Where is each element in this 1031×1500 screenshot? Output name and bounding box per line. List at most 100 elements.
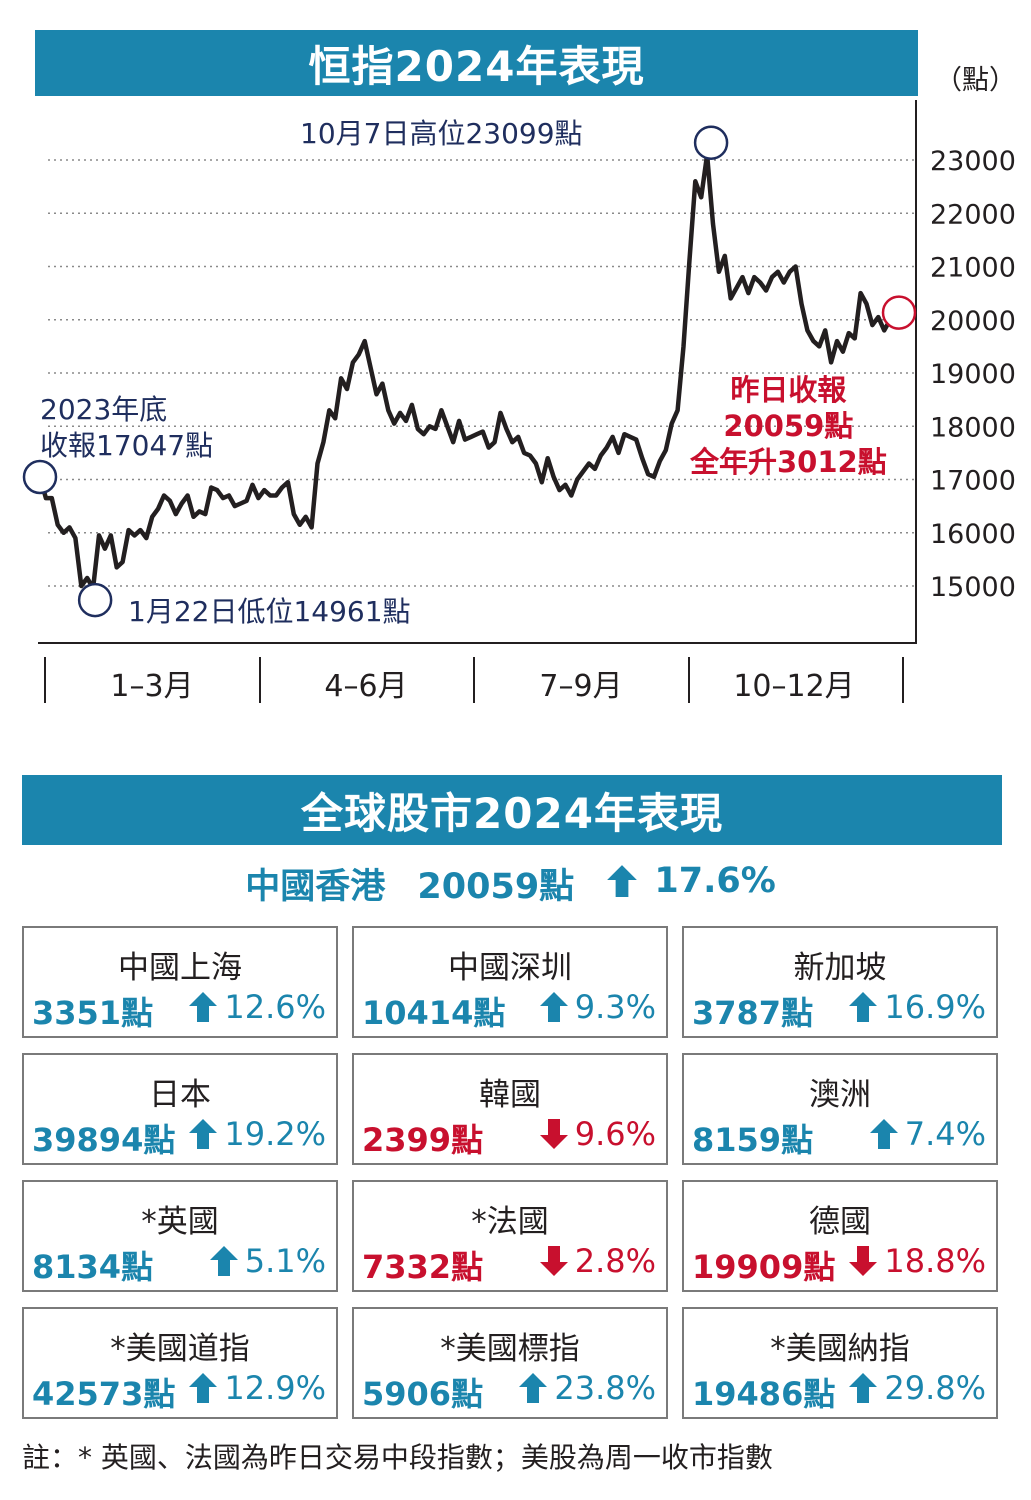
market-card: 韓國 2399點 9.6% [352,1053,668,1165]
market-card: 澳洲 8159點 7.4% [682,1053,998,1165]
market-change: 9.6% [539,1115,656,1153]
arrow-down-icon [539,1119,568,1149]
market-name: 日本 [149,1077,211,1113]
market-card: *英國 8134點 5.1% [22,1180,338,1292]
market-change-value: 12.9% [224,1369,326,1407]
arrow-up-icon [519,1373,548,1403]
market-value: 5906點 [362,1375,484,1413]
arrow-up-icon [849,992,878,1022]
hsi-line-chart: 15000 16000 17000 18000 19000 20000 21000 22000… [22,100,1016,704]
market-card: *法國 7332點 2.8% [352,1180,668,1292]
annotation-end-line3: 全年升3012點 [690,445,887,479]
market-name: *美國道指 [110,1331,250,1367]
annotation-start: 2023年底 收報17047點 [40,392,213,464]
annotation-low: 1月22日低位14961點 [128,595,411,628]
market-change: 23.8% [518,1369,656,1407]
arrow-down-icon [539,1246,568,1276]
y-tick-labels: 15000 16000 17000 18000 19000 20000 21000 22000… [930,146,1016,603]
market-value: 8159點 [692,1121,814,1159]
market-change-value: 5.1% [244,1242,326,1280]
market-card: *美國道指 42573點 12.9% [22,1307,338,1419]
arrow-up-icon [189,1119,218,1149]
market-value: 39894點 [32,1121,176,1159]
market-card: 日本 39894點 19.2% [22,1053,338,1165]
market-value: 8134點 [32,1248,154,1286]
y-tick-label: 18000 [930,412,1016,443]
high-marker [693,125,729,160]
y-tick-label: 15000 [930,572,1016,603]
market-change-value: 18.8% [884,1242,986,1280]
x-quarter-label: 7–9月 [539,669,622,704]
x-quarter-label: 4–6月 [324,669,407,704]
annotation-high: 10月7日高位23099點 [300,117,583,150]
annotation-end: 昨日收報 20059點 全年升3012點 [690,372,887,480]
market-value: 19486點 [692,1375,836,1413]
axes [38,100,917,703]
market-card: 新加坡 3787點 16.9% [682,926,998,1038]
market-value: 3351點 [32,994,154,1032]
arrow-up-icon [849,1373,878,1403]
market-change-value: 12.6% [224,988,326,1026]
market-name: *美國納指 [770,1331,910,1367]
y-tick-label: 21000 [930,253,1016,284]
market-value: 42573點 [32,1375,176,1413]
start-marker [22,459,58,495]
y-tick-label: 20000 [930,306,1016,337]
market-name: 德國 [809,1204,871,1240]
market-change: 9.3% [539,988,656,1026]
end-marker [881,295,917,330]
market-change-value: 9.6% [574,1115,656,1153]
gridlines [48,159,916,587]
market-change: 18.8% [848,1242,986,1280]
market-value: 10414點 [362,994,506,1032]
arrow-up-icon [539,992,568,1022]
point-markers [22,125,917,618]
hk-summary: 中國香港 20059點 17.6% [0,858,1031,909]
market-name: 中國上海 [118,950,242,986]
series-hsi [37,152,898,591]
market-change: 5.1% [209,1242,326,1280]
market-change: 2.8% [539,1242,656,1280]
hk-value: 20059點 [417,867,575,907]
hk-change-value: 17.6% [654,861,776,901]
market-card: *美國標指 5906點 23.8% [352,1307,668,1419]
annotation-start-line2: 收報17047點 [40,429,214,462]
market-change: 29.8% [848,1369,986,1407]
market-change-value: 19.2% [224,1115,326,1153]
market-change-value: 16.9% [884,988,986,1026]
y-tick-label: 16000 [930,519,1016,550]
market-change: 12.6% [188,988,326,1026]
y-tick-label: 17000 [930,466,1016,497]
market-name: 韓國 [479,1077,541,1113]
arrow-up-icon [189,1373,218,1403]
low-marker [77,582,113,618]
annotation-start-line1: 2023年底 [40,393,168,426]
market-change-value: 29.8% [884,1369,986,1407]
market-name: 新加坡 [793,950,887,986]
x-quarter-label: 1–3月 [110,669,193,704]
market-card: 德國 19909點 18.8% [682,1180,998,1292]
market-change-value: 2.8% [574,1242,656,1280]
y-tick-label: 19000 [930,359,1016,390]
footnote: 註：* 英國、法國為昨日交易中段指數；美股為周一收市指數 [22,1441,773,1474]
market-value: 7332點 [362,1248,484,1286]
market-change-value: 9.3% [574,988,656,1026]
market-change: 7.4% [869,1115,986,1153]
market-name: *英國 [141,1204,219,1240]
y-tick-label: 22000 [930,199,1016,230]
chart-title: 恒指2024年表現 [35,30,918,96]
annotation-end-line2: 20059點 [723,409,854,443]
market-name: *美國標指 [440,1331,580,1367]
market-change: 19.2% [188,1115,326,1153]
arrow-down-icon [849,1246,878,1276]
section-title: 全球股市2024年表現 [22,775,1002,845]
hk-name: 中國香港 [245,867,386,907]
y-tick-label: 23000 [930,146,1016,177]
market-name: 中國深圳 [448,950,572,986]
hk-change: 17.6% [606,861,785,901]
market-value: 19909點 [692,1248,836,1286]
market-card: 中國深圳 10414點 9.3% [352,926,668,1038]
y-axis-unit: （點） [935,65,1016,96]
market-change-value: 7.4% [904,1115,986,1153]
market-change: 12.9% [188,1369,326,1407]
